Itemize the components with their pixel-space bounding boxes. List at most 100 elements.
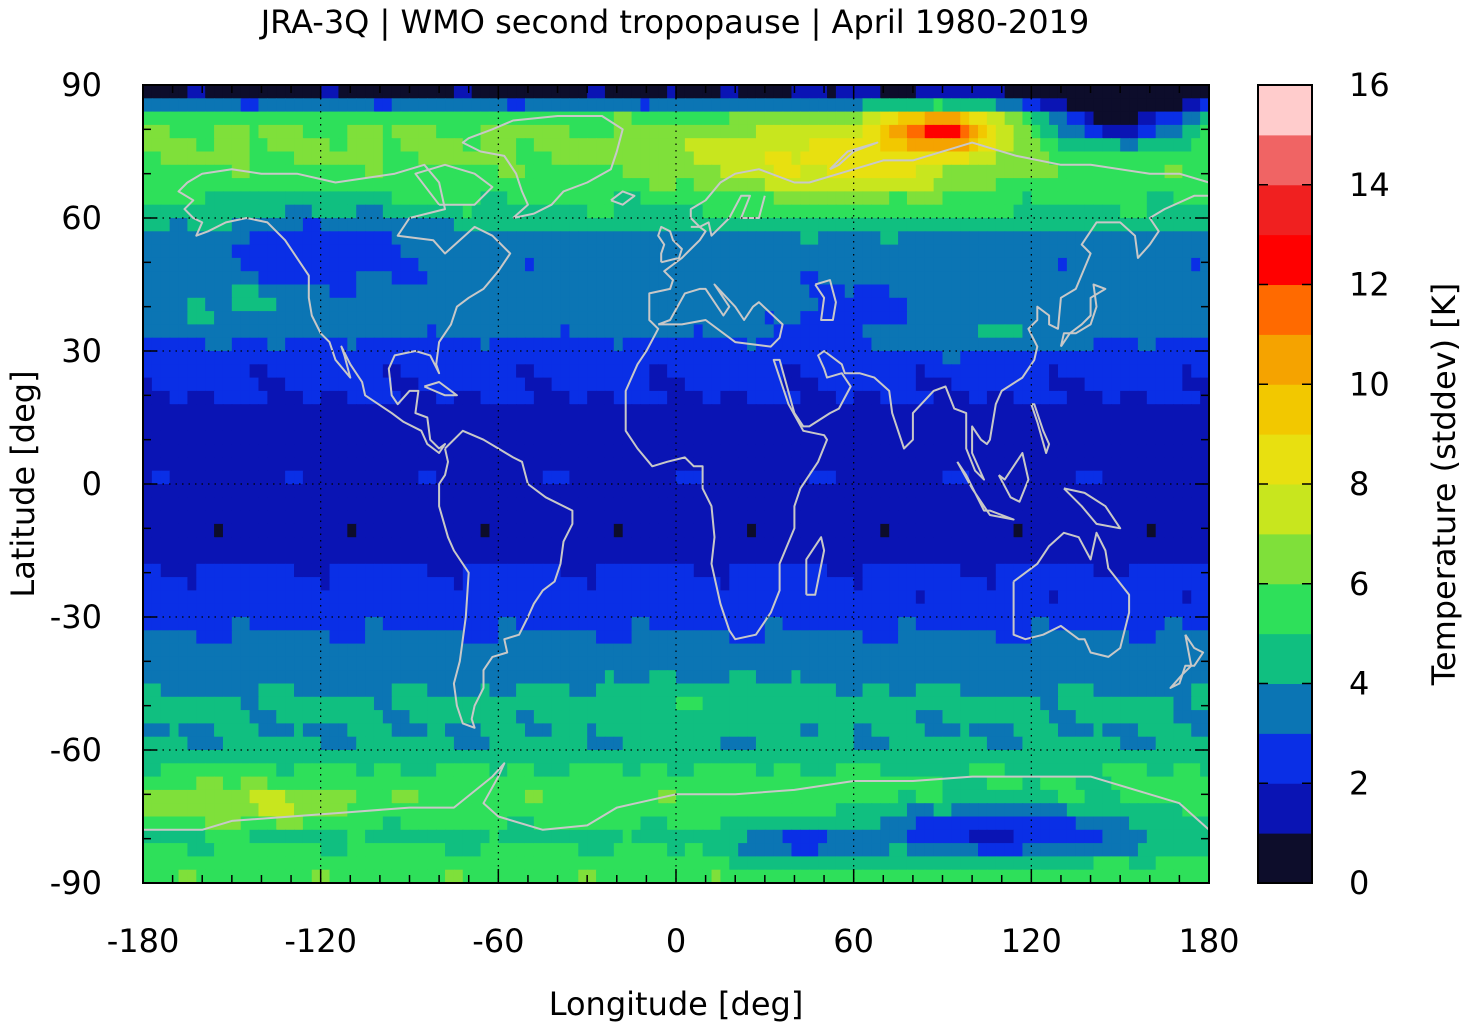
heatmap-cell (276, 484, 286, 498)
heatmap-cell (214, 577, 224, 591)
heatmap-cell (862, 191, 873, 206)
heatmap-cell (151, 364, 162, 379)
heatmap-cell (1004, 444, 1015, 458)
heatmap-cell (436, 563, 446, 578)
heatmap-cell (720, 510, 730, 525)
heatmap-cell (871, 364, 881, 379)
heatmap-cell (915, 537, 926, 552)
heatmap-cell (986, 430, 997, 445)
heatmap-cell (329, 124, 340, 139)
heatmap-cell (1057, 457, 1068, 472)
heatmap-cell (835, 337, 846, 352)
heatmap-cell (969, 178, 979, 192)
heatmap-cell (924, 390, 935, 405)
heatmap-cell (551, 337, 562, 352)
heatmap-cell (915, 430, 926, 445)
heatmap-cell (507, 364, 517, 379)
heatmap-cell (1066, 563, 1077, 578)
heatmap-cell (596, 484, 606, 498)
heatmap-cell (702, 271, 713, 286)
heatmap-cell (1031, 617, 1041, 631)
heatmap-cell (1120, 510, 1130, 525)
heatmap-cell (827, 430, 837, 445)
heatmap-cell (978, 590, 988, 605)
heatmap-cell (800, 484, 810, 498)
heatmap-cell (169, 577, 180, 591)
heatmap-cell (587, 324, 597, 339)
heatmap-cell (356, 337, 366, 352)
heatmap-cell (151, 537, 162, 552)
heatmap-cell (222, 284, 233, 299)
heatmap-cell (1164, 404, 1175, 419)
heatmap-cell (302, 630, 313, 645)
heatmap-cell (649, 497, 659, 512)
heatmap-cell (1031, 111, 1041, 126)
heatmap-cell (382, 178, 393, 192)
heatmap-cell (258, 537, 268, 552)
heatmap-cell (1031, 257, 1041, 272)
heatmap-cell (436, 457, 446, 472)
heatmap-cell (720, 191, 730, 206)
heatmap-cell (773, 470, 784, 485)
heatmap-cell (214, 244, 224, 259)
heatmap-cell (1137, 617, 1148, 631)
heatmap-cell (684, 324, 695, 339)
heatmap-cell (187, 577, 197, 591)
heatmap-cell (1191, 470, 1201, 485)
heatmap-cell (453, 257, 464, 272)
heatmap-cell (906, 377, 917, 392)
heatmap-cell (338, 98, 348, 113)
heatmap-cell (347, 550, 357, 565)
heatmap-cell (951, 430, 961, 445)
heatmap-cell (516, 98, 526, 113)
heatmap-cell (1040, 590, 1050, 605)
heatmap-cell (516, 577, 526, 591)
heatmap-cell (222, 390, 233, 405)
heatmap-cell (240, 417, 251, 432)
heatmap-cell (1155, 603, 1166, 618)
heatmap-cell (764, 257, 775, 272)
heatmap-cell (542, 124, 553, 139)
heatmap-cell (738, 390, 748, 405)
heatmap-cell (764, 191, 775, 206)
heatmap-cell (143, 404, 153, 419)
heatmap-cell (1084, 510, 1095, 525)
heatmap-cell (702, 85, 713, 99)
heatmap-cell (818, 351, 828, 365)
heatmap-cell (365, 603, 375, 618)
heatmap-cell (711, 271, 722, 286)
heatmap-cell (187, 178, 197, 192)
heatmap-cell (471, 218, 482, 232)
heatmap-cell (365, 218, 375, 232)
heatmap-cell (773, 324, 784, 339)
heatmap-cell (827, 218, 837, 232)
heatmap-cell (578, 537, 588, 552)
heatmap-cell (445, 324, 455, 339)
heatmap-cell (1066, 151, 1077, 166)
heatmap-cell (507, 430, 517, 445)
heatmap-cell (676, 257, 686, 272)
heatmap-cell (1075, 284, 1086, 299)
heatmap-cell (773, 284, 784, 299)
heatmap-cell (604, 98, 615, 113)
heatmap-cell (951, 510, 961, 525)
heatmap-cell (827, 204, 837, 219)
heatmap-cell (729, 523, 739, 538)
heatmap-cell (231, 204, 242, 219)
heatmap-cell (276, 337, 286, 352)
heatmap-cell (862, 218, 873, 232)
heatmap-cell (986, 377, 997, 392)
heatmap-cell (933, 297, 944, 312)
heatmap-cell (613, 218, 624, 232)
heatmap-cell (1137, 603, 1148, 618)
heatmap-cell (187, 284, 197, 299)
heatmap-cell (906, 563, 917, 578)
heatmap-cell (391, 98, 402, 113)
heatmap-cell (258, 124, 268, 139)
heatmap-cell (489, 98, 499, 113)
heatmap-cell (258, 484, 268, 498)
heatmap-cell (693, 457, 704, 472)
heatmap-cell (1004, 138, 1015, 153)
heatmap-cell (835, 218, 846, 232)
heatmap-cell (320, 151, 331, 166)
